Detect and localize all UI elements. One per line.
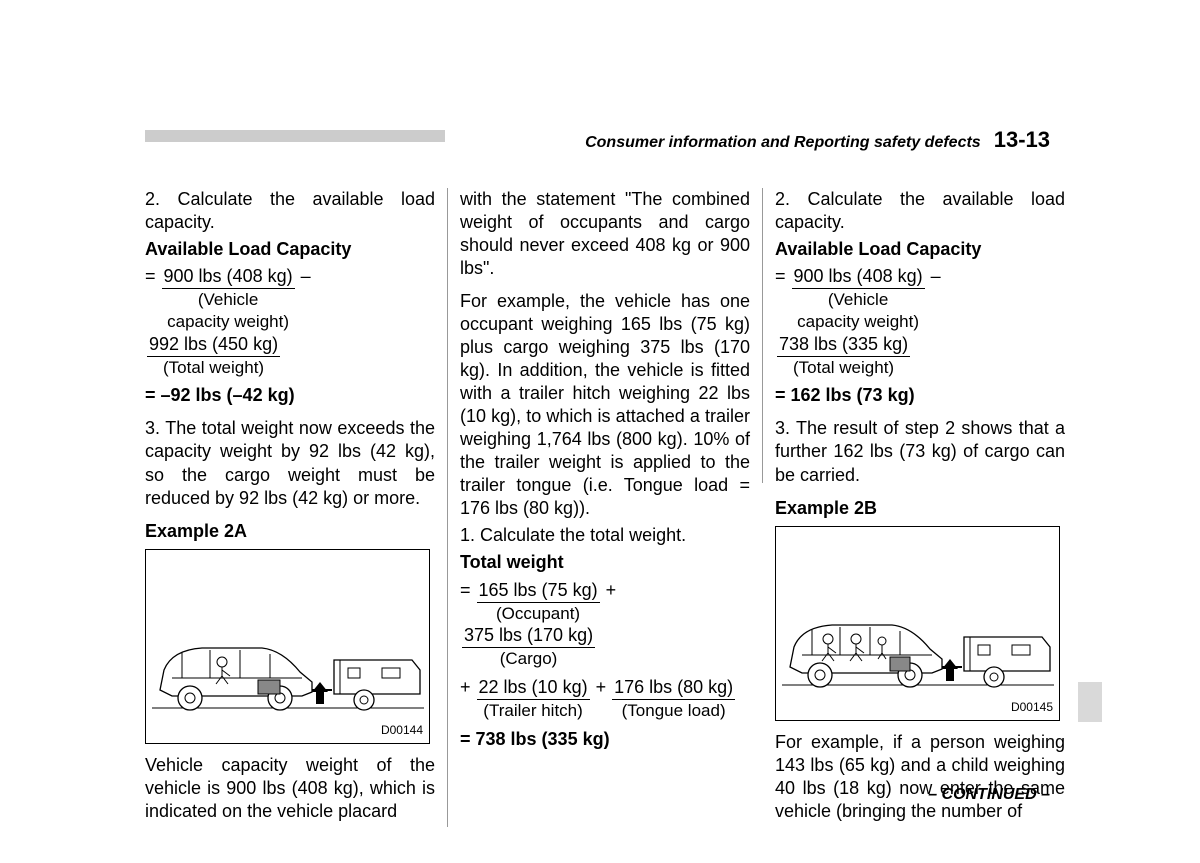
column-divider-2 bbox=[762, 188, 763, 483]
section-title: Consumer information and Reporting safet… bbox=[585, 134, 981, 151]
plus-sign: + bbox=[460, 676, 471, 699]
c3-step2: 2. Calculate the available load capacity… bbox=[775, 188, 1065, 234]
c1-term1: 900 lbs (408 kg) (Vehiclecapacity weight… bbox=[162, 265, 295, 333]
figure-2a: D00144 bbox=[145, 549, 430, 744]
thumb-index-tab bbox=[1078, 682, 1102, 722]
c2-t1-top: 165 lbs (75 kg) bbox=[477, 579, 600, 603]
c2-t2-top: 375 lbs (170 kg) bbox=[462, 624, 595, 648]
c2-calc-row2: + 22 lbs (10 kg) (Trailer hitch) + 176 l… bbox=[460, 676, 750, 722]
c2-para2: For example, the vehicle has one occupan… bbox=[460, 290, 750, 520]
column-2: with the statement "The combined weight … bbox=[460, 188, 750, 827]
continued-label: – CONTINUED – bbox=[770, 786, 1050, 804]
plus-sign: + bbox=[592, 676, 611, 699]
c2-t4-top: 176 lbs (80 kg) bbox=[612, 676, 735, 700]
c2-tw-label: Total weight bbox=[460, 551, 750, 574]
c1-result: = –92 lbs (–42 kg) bbox=[145, 384, 435, 407]
c2-t1: 165 lbs (75 kg) (Occupant) bbox=[477, 579, 600, 625]
c2-t4-bot: (Tongue load) bbox=[612, 700, 735, 722]
c1-term1-bot: (Vehiclecapacity weight) bbox=[162, 289, 295, 333]
c2-calc-row1: = 165 lbs (75 kg) (Occupant) + 375 lbs (… bbox=[460, 579, 750, 671]
column-3: 2. Calculate the available load capacity… bbox=[775, 188, 1065, 827]
c1-step2: 2. Calculate the available load capacity… bbox=[145, 188, 435, 234]
figure-2b-id: D00145 bbox=[1011, 700, 1053, 715]
c3-step3: 3. The result of step 2 shows that a fur… bbox=[775, 417, 1065, 486]
c2-t2: 375 lbs (170 kg) (Cargo) bbox=[462, 624, 595, 670]
c1-tail: Vehicle capacity weight of the vehicle i… bbox=[145, 754, 435, 823]
c3-term1: 900 lbs (408 kg) (Vehiclecapacity weight… bbox=[792, 265, 925, 333]
c1-term2: 992 lbs (450 kg) (Total weight) bbox=[147, 333, 280, 379]
vehicle-trailer-illustration-2b bbox=[782, 607, 1054, 697]
c1-alc-label: Available Load Capacity bbox=[145, 238, 435, 261]
column-divider-1 bbox=[447, 188, 448, 827]
c3-alc-label: Available Load Capacity bbox=[775, 238, 1065, 261]
c3-tail: For example, if a person weighing 143 lb… bbox=[775, 731, 1065, 823]
c1-calc-row: = 900 lbs (408 kg) (Vehiclecapacity weig… bbox=[145, 265, 435, 378]
c2-t3-top: 22 lbs (10 kg) bbox=[477, 676, 590, 700]
c3-term2-bot: (Total weight) bbox=[777, 357, 910, 379]
c3-example-label: Example 2B bbox=[775, 497, 1065, 520]
c1-step3: 3. The total weight now exceeds the capa… bbox=[145, 417, 435, 509]
column-1: 2. Calculate the available load capacity… bbox=[145, 188, 435, 827]
c3-result: = 162 lbs (73 kg) bbox=[775, 384, 1065, 407]
body-columns: 2. Calculate the available load capacity… bbox=[145, 188, 1065, 827]
c2-t2-bot: (Cargo) bbox=[462, 648, 595, 670]
c2-t3-bot: (Trailer hitch) bbox=[477, 700, 590, 722]
c2-t3: 22 lbs (10 kg) (Trailer hitch) bbox=[477, 676, 590, 722]
c2-cont1: with the statement "The combined weight … bbox=[460, 188, 750, 280]
page-header: Consumer information and Reporting safet… bbox=[470, 127, 1050, 153]
c3-term2-top: 738 lbs (335 kg) bbox=[777, 333, 910, 357]
vehicle-trailer-illustration-2a bbox=[152, 630, 424, 720]
c3-term1-bot: (Vehiclecapacity weight) bbox=[792, 289, 925, 333]
c3-op1: – bbox=[927, 265, 945, 288]
c1-op1: – bbox=[297, 265, 315, 288]
page-number: 13-13 bbox=[994, 127, 1050, 152]
c2-t1-bot: (Occupant) bbox=[477, 603, 600, 625]
c2-step1: 1. Calculate the total weight. bbox=[460, 524, 750, 547]
c2-result: = 738 lbs (335 kg) bbox=[460, 728, 750, 751]
equals-sign: = bbox=[775, 265, 786, 288]
plus-sign: + bbox=[602, 579, 621, 602]
c1-term1-top: 900 lbs (408 kg) bbox=[162, 265, 295, 289]
c1-term2-bot: (Total weight) bbox=[147, 357, 280, 379]
c3-term2: 738 lbs (335 kg) (Total weight) bbox=[777, 333, 910, 379]
c3-term1-top: 900 lbs (408 kg) bbox=[792, 265, 925, 289]
c1-example-label: Example 2A bbox=[145, 520, 435, 543]
equals-sign: = bbox=[145, 265, 156, 288]
c2-t4: 176 lbs (80 kg) (Tongue load) bbox=[612, 676, 735, 722]
header-gray-bar bbox=[145, 130, 445, 142]
c3-calc-row: = 900 lbs (408 kg) (Vehiclecapacity weig… bbox=[775, 265, 1065, 378]
equals-sign: = bbox=[460, 579, 471, 602]
figure-2b: D00145 bbox=[775, 526, 1060, 721]
figure-2a-id: D00144 bbox=[381, 723, 423, 738]
c1-term2-top: 992 lbs (450 kg) bbox=[147, 333, 280, 357]
